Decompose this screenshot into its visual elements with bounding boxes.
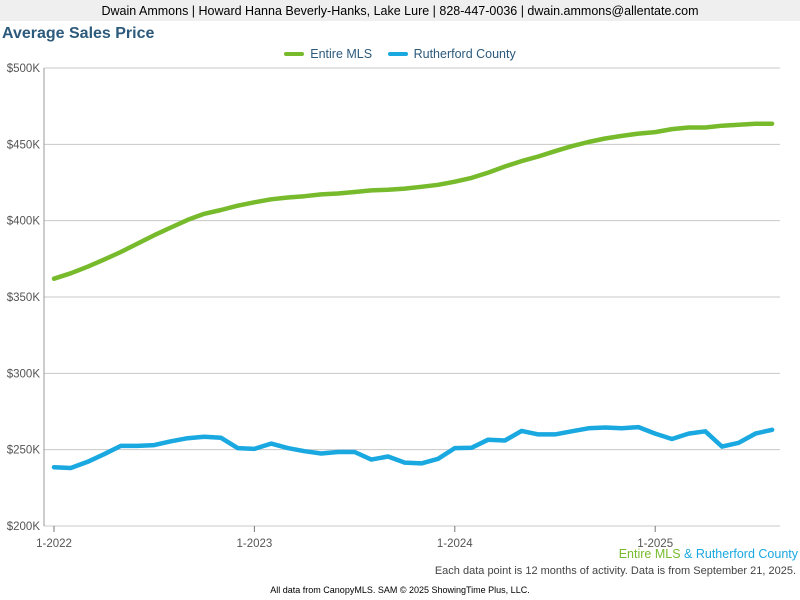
agent-contact-text: Dwain Ammons | Howard Hanna Beverly-Hank…: [101, 4, 699, 18]
y-tick-label: $350K: [7, 292, 41, 304]
series-line-entire-mls: [51, 121, 775, 281]
y-tick-label: $300K: [7, 368, 41, 380]
chart-title: Average Sales Price: [2, 25, 155, 42]
y-tick-label: $400K: [7, 216, 41, 228]
x-tick-label: 1-2023: [236, 538, 272, 550]
agent-contact-bar: Dwain Ammons | Howard Hanna Beverly-Hank…: [0, 0, 800, 21]
y-tick-label: $200K: [7, 521, 41, 533]
legend-swatch-entire-mls: [284, 52, 305, 56]
x-tick-label: 1-2024: [437, 538, 473, 550]
footer-legend-entire-mls: Entire MLS: [618, 547, 681, 561]
legend-swatch-rutherford-county: [387, 52, 408, 56]
y-tick-label: $250K: [7, 445, 41, 457]
y-tick-label: $500K: [7, 63, 41, 75]
legend-item-entire-mls: Entire MLS: [284, 47, 372, 61]
x-tick-label: 1-2022: [36, 538, 72, 550]
legend-label-entire-mls: Entire MLS: [310, 47, 373, 61]
y-tick-label: $450K: [7, 139, 41, 151]
x-tick-label: 1-2025: [637, 538, 673, 550]
chart-legend: Entire MLS Rutherford County: [0, 45, 800, 61]
footer-legend-rutherford-county: Rutherford County: [695, 547, 798, 561]
legend-item-rutherford-county: Rutherford County: [387, 47, 516, 61]
footer-legend-ampersand: &: [684, 547, 693, 561]
data-credit: All data from CanopyMLS. SAM © 2025 Show…: [270, 585, 530, 595]
footer-legend: Entire MLS & Rutherford County: [619, 547, 798, 561]
series-line-rutherford-county: [51, 424, 775, 471]
legend-label-rutherford-county: Rutherford County: [413, 47, 516, 61]
data-note: Each data point is 12 months of activity…: [434, 565, 796, 577]
